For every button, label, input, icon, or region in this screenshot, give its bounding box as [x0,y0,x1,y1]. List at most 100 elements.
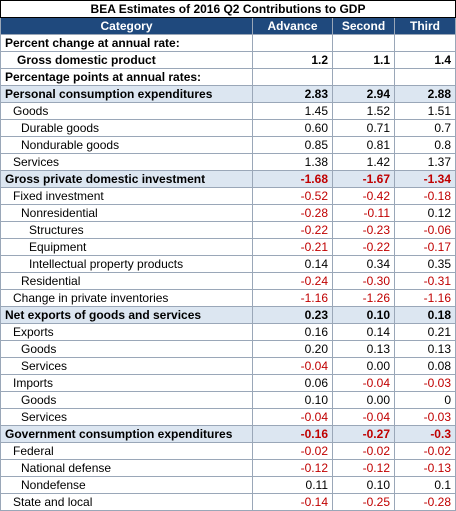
value-cell: -1.26 [332,289,395,307]
value-cell: 0.10 [252,391,333,409]
row-label: Government consumption expenditures [0,425,253,443]
row-label: Net exports of goods and services [0,306,253,324]
table-row: Nonresidential -0.28 -0.11 0.12 [0,204,456,222]
value-cell: 0.06 [252,374,333,392]
table-row: Government consumption expenditures -0.16… [0,425,456,443]
table-row: Equipment -0.21 -0.22 -0.17 [0,238,456,256]
row-label: Gross private domestic investment [0,170,253,188]
row-label: Change in private inventories [0,289,253,307]
empty-cell [394,68,456,86]
value-cell: 2.94 [332,85,395,103]
row-label: Structures [0,221,253,239]
table-row: Structures -0.22 -0.23 -0.06 [0,221,456,239]
table-row: Personal consumption expenditures 2.83 2.9… [0,85,456,103]
table-row: Exports 0.16 0.14 0.21 [0,323,456,341]
table-row: Nondefense 0.11 0.10 0.1 [0,476,456,494]
value-cell: 0.7 [394,119,456,137]
value-cell: 0.20 [252,340,333,358]
table-row: Durable goods 0.60 0.71 0.7 [0,119,456,137]
value-cell: 1.52 [332,102,395,120]
table-row: Goods 0.20 0.13 0.13 [0,340,456,358]
value-cell: -0.14 [252,493,333,511]
value-cell: -1.16 [252,289,333,307]
value-cell: 0 [394,391,456,409]
row-label: Intellectual property products [0,255,253,273]
value-cell: 0.00 [332,391,395,409]
row-label: Percentage points at annual rates: [0,68,253,86]
value-cell: -0.06 [394,221,456,239]
value-cell: 0.60 [252,119,333,137]
value-cell: -0.04 [252,408,333,426]
value-cell: 0.14 [252,255,333,273]
value-cell: -1.67 [332,170,395,188]
value-cell: -0.12 [332,459,395,477]
value-cell: -1.16 [394,289,456,307]
value-cell: 0.13 [332,340,395,358]
value-cell: -0.18 [394,187,456,205]
empty-cell [252,34,333,52]
table-row: Fixed investment -0.52 -0.42 -0.18 [0,187,456,205]
value-cell: -0.27 [332,425,395,443]
table-row: Percentage points at annual rates: [0,68,456,86]
value-cell: 1.4 [394,51,456,69]
column-header: Third [394,17,456,35]
table-row: Imports 0.06 -0.04 -0.03 [0,374,456,392]
table-row: Services 1.38 1.42 1.37 [0,153,456,171]
table-row: Goods 1.45 1.52 1.51 [0,102,456,120]
empty-cell [394,34,456,52]
row-label: Goods [0,340,253,358]
value-cell: -0.30 [332,272,395,290]
table-row: Goods 0.10 0.00 0 [0,391,456,409]
table-title: BEA Estimates of 2016 Q2 Contributions t… [0,0,456,18]
table-row: State and local -0.14 -0.25 -0.28 [0,493,456,511]
table-row: Services -0.04 -0.04 -0.03 [0,408,456,426]
value-cell: -0.23 [332,221,395,239]
row-label: Nonresidential [0,204,253,222]
column-header: Second [332,17,395,35]
row-label: Exports [0,323,253,341]
value-cell: -0.24 [252,272,333,290]
value-cell: 0.10 [332,306,395,324]
value-cell: -0.04 [252,357,333,375]
value-cell: -0.3 [394,425,456,443]
value-cell: 0.21 [394,323,456,341]
value-cell: -0.31 [394,272,456,290]
value-cell: 0.8 [394,136,456,154]
table-row: Gross domestic product 1.2 1.1 1.4 [0,51,456,69]
empty-cell [332,68,395,86]
value-cell: -0.02 [394,442,456,460]
empty-cell [332,34,395,52]
table-row: Residential -0.24 -0.30 -0.31 [0,272,456,290]
row-label: Residential [0,272,253,290]
value-cell: -1.34 [394,170,456,188]
value-cell: -0.11 [332,204,395,222]
table-row: Nondurable goods 0.85 0.81 0.8 [0,136,456,154]
value-cell: -0.03 [394,374,456,392]
value-cell: 0.23 [252,306,333,324]
value-cell: -1.68 [252,170,333,188]
header-row: Category Advance Second Third [0,17,456,35]
value-cell: 0.35 [394,255,456,273]
table-row: Gross private domestic investment -1.68 -1… [0,170,456,188]
row-label: Percent change at annual rate: [0,34,253,52]
value-cell: -0.16 [252,425,333,443]
row-label: Imports [0,374,253,392]
value-cell: -0.42 [332,187,395,205]
value-cell: 0.34 [332,255,395,273]
column-header: Advance [252,17,333,35]
value-cell: -0.02 [252,442,333,460]
value-cell: 0.18 [394,306,456,324]
value-cell: 0.13 [394,340,456,358]
row-label: Fixed investment [0,187,253,205]
value-cell: 0.11 [252,476,333,494]
value-cell: -0.03 [394,408,456,426]
row-label: Federal [0,442,253,460]
row-label: Services [0,153,253,171]
value-cell: -0.02 [332,442,395,460]
row-label: National defense [0,459,253,477]
value-cell: 1.51 [394,102,456,120]
value-cell: -0.12 [252,459,333,477]
table-row: Net exports of goods and services 0.23 0.1… [0,306,456,324]
value-cell: 0.16 [252,323,333,341]
